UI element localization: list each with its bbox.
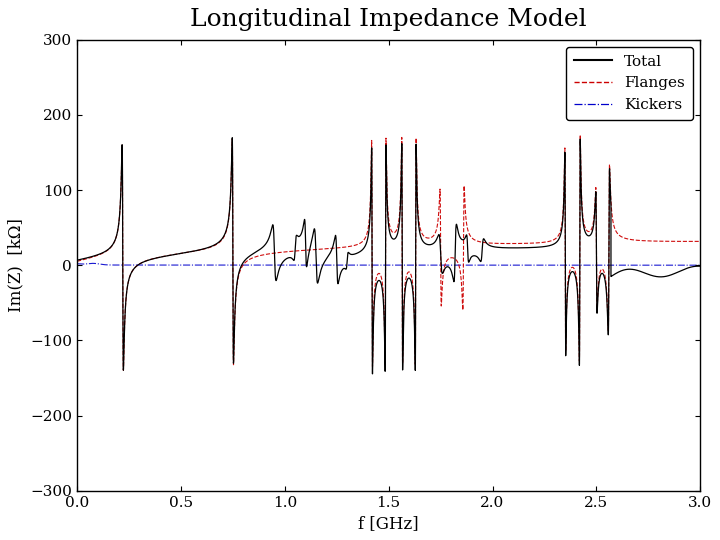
- Total: [222, 224, 231, 231]
- Total: [73, 257, 81, 264]
- Flanges: [73, 258, 81, 265]
- Total: [228, 134, 237, 141]
- Line: Total: Total: [77, 138, 701, 374]
- Kickers: [89, 260, 97, 267]
- Kickers: [115, 262, 124, 268]
- Flanges: [115, 213, 124, 219]
- Legend: Total, Flanges, Kickers: Total, Flanges, Kickers: [566, 47, 693, 120]
- Total: [448, 272, 456, 279]
- Kickers: [535, 262, 544, 268]
- Total: [411, 367, 420, 374]
- Kickers: [448, 262, 456, 268]
- Total: [368, 370, 377, 377]
- Flanges: [576, 132, 585, 138]
- Flanges: [535, 239, 544, 246]
- Flanges: [696, 238, 705, 245]
- Kickers: [73, 260, 81, 267]
- Kickers: [312, 262, 320, 268]
- X-axis label: f [GHz]: f [GHz]: [359, 515, 419, 532]
- Total: [535, 244, 544, 251]
- Total: [696, 263, 705, 269]
- Line: Kickers: Kickers: [77, 264, 701, 265]
- Flanges: [222, 225, 231, 232]
- Flanges: [312, 246, 320, 253]
- Kickers: [696, 262, 705, 268]
- Flanges: [119, 367, 127, 374]
- Y-axis label: Im(Z)  [kΩ]: Im(Z) [kΩ]: [8, 218, 24, 312]
- Flanges: [448, 254, 456, 261]
- Line: Flanges: Flanges: [77, 135, 701, 370]
- Flanges: [411, 361, 420, 367]
- Kickers: [222, 262, 231, 268]
- Kickers: [411, 262, 420, 268]
- Total: [115, 213, 124, 219]
- Title: Longitudinal Impedance Model: Longitudinal Impedance Model: [190, 8, 587, 31]
- Total: [312, 248, 320, 254]
